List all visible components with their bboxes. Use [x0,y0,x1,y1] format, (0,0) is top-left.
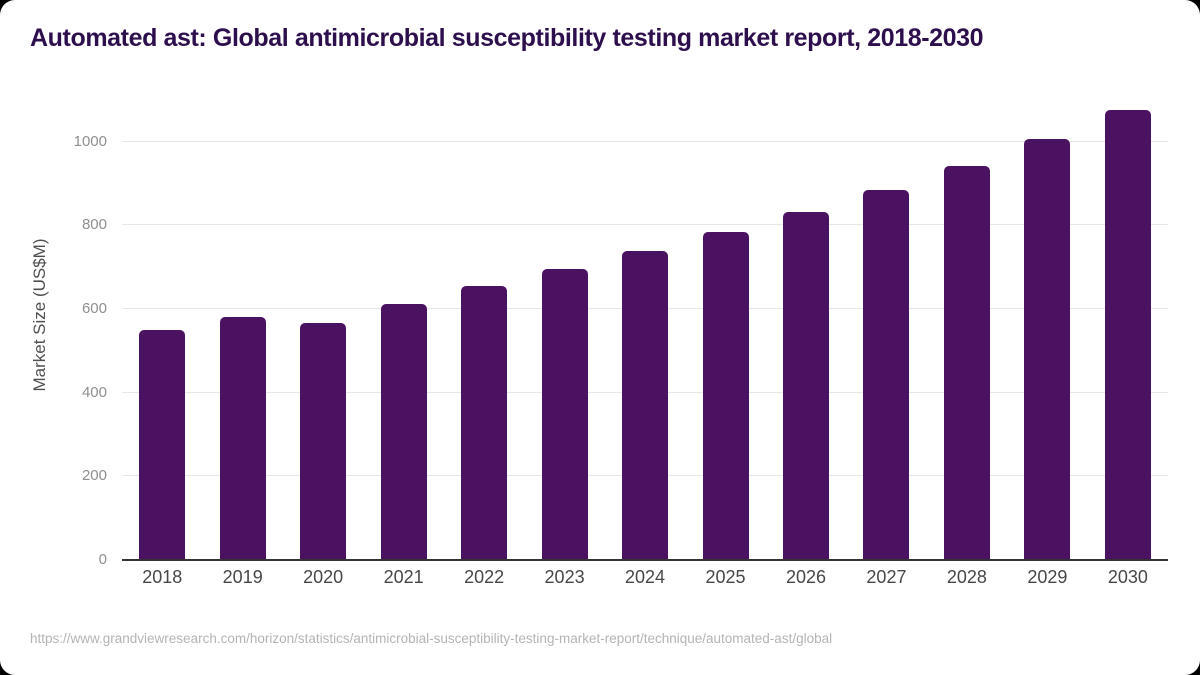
bar-slot [846,100,926,560]
bar-slot [283,100,363,560]
y-axis-tick-label: 0 [98,551,107,568]
bar [380,303,427,560]
source-url: https://www.grandviewresearch.com/horizo… [30,631,833,646]
bar-slot [122,100,202,560]
bar-slot [927,100,1007,560]
bar [300,323,347,560]
bar [139,330,186,560]
bar-slot [202,100,282,560]
x-axis-label: 2028 [946,567,987,587]
x-axis-label: 2019 [222,567,263,587]
bar-slot [1007,100,1087,560]
page-title: Automated ast: Global antimicrobial susc… [30,24,984,52]
bar [541,268,588,560]
gridline [122,140,1168,142]
y-axis-tick-label: 800 [81,216,107,234]
plot-area [122,100,1168,561]
bars [122,100,1168,560]
bar [622,250,669,560]
gridline [122,224,1168,226]
bar [461,285,508,560]
x-axis-label: 2022 [464,567,505,587]
bar [782,212,829,560]
bar-slot [524,100,604,560]
y-axis-tick-label: 1000 [73,132,107,150]
x-axis-label: 2018 [142,567,183,587]
bar-slot [605,100,685,560]
x-axis-label: 2024 [625,567,666,587]
x-axis-label: 2025 [705,567,746,587]
x-axis-label: 2030 [1107,567,1148,587]
bar [1024,139,1071,560]
y-axis-tick-label: 400 [81,383,107,401]
bar [943,165,990,560]
x-axis-label: 2029 [1027,567,1068,587]
x-axis-label: 2026 [785,567,826,587]
bar-slot [444,100,524,560]
y-axis-ticks: 0 200 400 600 800 1000 [0,100,107,568]
bar [863,189,910,560]
bar-slot [685,100,765,560]
x-axis-labels: 2018 2019 2020 2021 2022 2023 2024 2025 2026 2027… [122,567,1168,588]
x-axis-line [122,559,1168,561]
bar-slot [363,100,443,560]
x-axis-label: 2023 [544,567,585,587]
y-axis-tick-label: 600 [81,300,107,318]
bar-slot [1088,100,1168,560]
bar [219,317,266,560]
bar-slot [766,100,846,560]
y-axis-tick-label: 200 [81,467,107,485]
bar [1104,109,1151,560]
x-axis-label: 2027 [866,567,907,587]
bar [702,231,749,560]
x-axis-label: 2021 [383,567,424,587]
x-axis-label: 2020 [303,567,344,587]
